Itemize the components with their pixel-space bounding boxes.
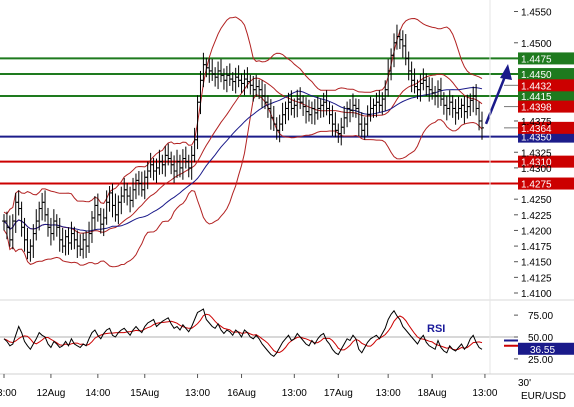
level-price-label: 1.4275 bbox=[521, 180, 552, 191]
level-price-label: 1.4450 bbox=[521, 70, 552, 81]
rsi-line bbox=[3, 308, 483, 357]
horizontal-levels: 1.4475 1.4450 1.4415 1.4350 1.4310 1.4275 1.44… bbox=[0, 52, 574, 191]
bollinger-lower bbox=[3, 93, 483, 268]
y-tick-label: 1.4150 bbox=[521, 258, 552, 269]
bollinger-bands bbox=[3, 16, 483, 268]
rsi-tick-label: 25.00 bbox=[528, 355, 553, 366]
bollinger-middle bbox=[3, 73, 483, 234]
level-price-label: 1.4415 bbox=[521, 92, 552, 103]
projection-arrowhead bbox=[500, 64, 512, 80]
marker-price-tag bbox=[518, 79, 574, 92]
y-tick-label: 1.4200 bbox=[521, 226, 552, 237]
x-tick-label: 18Aug bbox=[418, 388, 447, 399]
projection-arrow bbox=[484, 73, 508, 125]
marker-price-label: 1.4398 bbox=[521, 103, 552, 114]
y-tick-label: 1.4225 bbox=[521, 211, 552, 222]
y-tick-label: 1.4300 bbox=[521, 164, 552, 175]
level-price-label: 1.4350 bbox=[521, 133, 552, 144]
timeframe-label: 30' bbox=[518, 378, 531, 389]
x-tick-label: 15Aug bbox=[130, 388, 159, 399]
level-price-label: 1.4475 bbox=[521, 54, 552, 65]
y-tick-label: 1.4500 bbox=[521, 39, 552, 50]
x-tick-label: 13:00 bbox=[0, 388, 17, 399]
y-tick-label: 1.4325 bbox=[521, 148, 552, 159]
level-price-label: 1.4310 bbox=[521, 158, 552, 169]
price-bars bbox=[2, 24, 512, 262]
level-price-tag bbox=[518, 68, 574, 81]
x-tick-label: 13:00 bbox=[282, 388, 307, 399]
pair-label: EUR/USD bbox=[521, 391, 566, 402]
marker-price-label: 1.4364 bbox=[521, 124, 552, 135]
level-price-tag bbox=[518, 89, 574, 102]
level-price-tag bbox=[518, 177, 574, 190]
x-tick-label: 12Aug bbox=[36, 388, 65, 399]
moving-average bbox=[3, 86, 483, 232]
level-price-tag bbox=[518, 52, 574, 65]
x-tick-label: 13:00 bbox=[472, 388, 497, 399]
axes bbox=[0, 0, 574, 378]
rsi-panel: 36.55 bbox=[0, 308, 574, 357]
x-tick-label: 13:00 bbox=[376, 388, 401, 399]
y-tick-label: 1.4175 bbox=[521, 242, 552, 253]
rsi-tick-label: 50.00 bbox=[528, 333, 553, 344]
marker-price-label: 1.4432 bbox=[521, 81, 552, 92]
marker-price-tag bbox=[518, 100, 574, 113]
x-tick-label: 13:00 bbox=[185, 388, 210, 399]
y-tick-label: 1.4250 bbox=[521, 195, 552, 206]
y-tick-label: 1.4550 bbox=[521, 8, 552, 19]
y-tick-label: 1.4375 bbox=[521, 117, 552, 128]
rsi-tick-label: 75.00 bbox=[528, 311, 553, 322]
rsi-value-tag bbox=[518, 342, 574, 355]
rsi-title: RSI bbox=[427, 323, 445, 335]
x-tick-label: 16Aug bbox=[227, 388, 256, 399]
level-price-tag bbox=[518, 155, 574, 168]
bollinger-upper bbox=[3, 16, 483, 215]
x-tick-label: 17Aug bbox=[324, 388, 353, 399]
marker-price-tag bbox=[518, 121, 574, 134]
x-tick-label: 14:00 bbox=[85, 388, 110, 399]
rsi-value-label: 36.55 bbox=[530, 345, 555, 356]
y-tick-label: 1.4100 bbox=[521, 289, 552, 300]
axis-labels: 1.4550 1.4500 1.4375 1.4325 1.4300 1.4250 1.42… bbox=[0, 8, 553, 399]
y-tick-label: 1.4125 bbox=[521, 273, 552, 284]
